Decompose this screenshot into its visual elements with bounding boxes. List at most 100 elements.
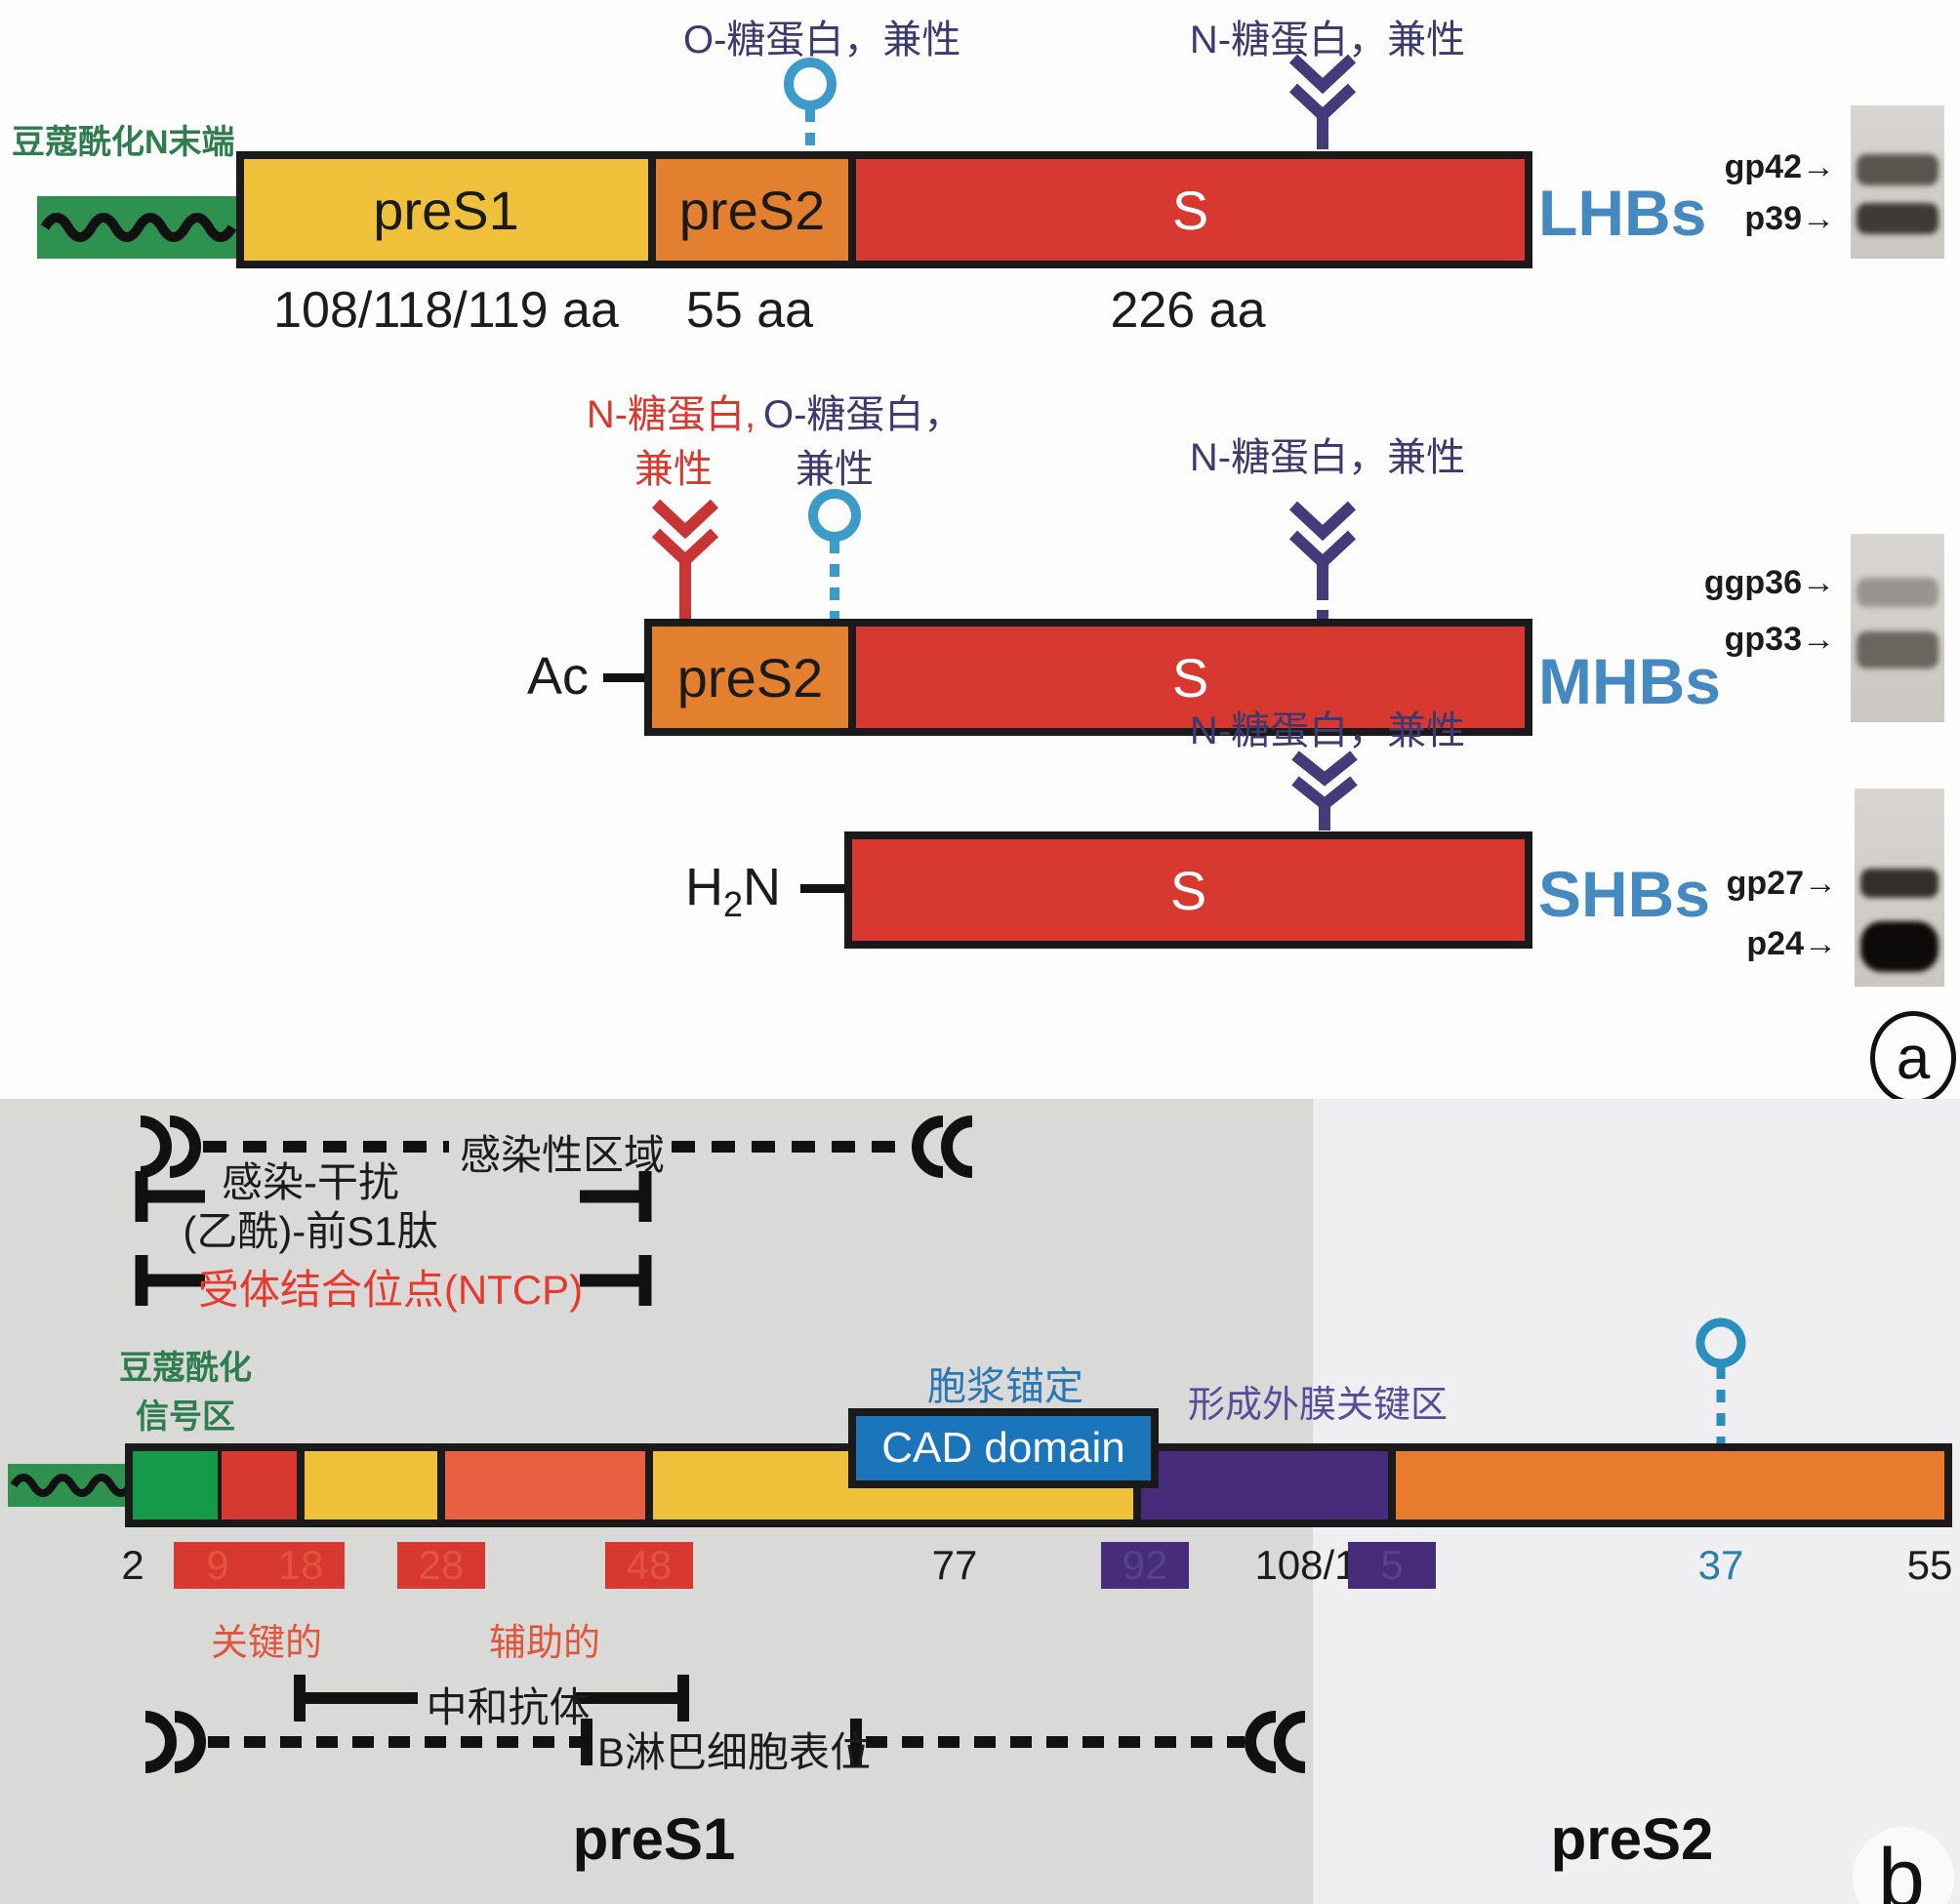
bcell-range-icon: [144, 1711, 1306, 1773]
tick-55: 55: [1906, 1542, 1953, 1588]
gel-band-gp27: [1859, 869, 1940, 898]
cad-domain-box: CAD domain: [848, 1408, 1159, 1488]
gel-band-ggp36: [1856, 578, 1940, 607]
tick-48: 48: [605, 1542, 693, 1589]
s-segment-label: S: [1171, 646, 1209, 709]
tick-28: 28: [397, 1542, 485, 1589]
h2n-nterm-label: H2N: [685, 858, 782, 924]
ac-connector-line: [603, 673, 650, 682]
shbs-s-segment: S: [852, 839, 1525, 941]
mhbs-s-segment: S: [856, 627, 1525, 728]
lhbs-s-segment: S: [856, 159, 1525, 261]
ggp36-label: ggp36→: [1703, 564, 1835, 601]
n-glycan-red-icon: [651, 499, 719, 628]
n-glyco-label-shbs: N-糖蛋白，兼性: [1189, 709, 1466, 752]
shbs-bar: S: [844, 831, 1532, 949]
gp27-label: gp27→: [1726, 865, 1837, 902]
receptor-binding-label: 受体结合位点(NTCP): [197, 1267, 584, 1313]
bcell-epitope-label: B淋巴细胞表位: [597, 1729, 872, 1775]
mhbs-name: MHBs: [1538, 645, 1722, 717]
p39-label: p39→: [1744, 200, 1835, 237]
pres1-domain-title: preS1: [572, 1806, 736, 1872]
o-glycan-icon: [784, 58, 837, 164]
interference-label-line1: 感染-干扰: [222, 1159, 399, 1205]
tick-2: 2: [121, 1542, 144, 1588]
n-glyco-red-label-mhbs: N-糖蛋白,: [586, 393, 756, 436]
gp33-label: gp33→: [1724, 621, 1835, 658]
n-glyco-label-lhbs: N-糖蛋白，兼性: [1189, 19, 1466, 61]
pres1-segment-18-28: [305, 1451, 437, 1519]
signal-segment: [133, 1451, 218, 1519]
gel-band-gp33: [1856, 631, 1940, 668]
gel-lane-shbs: [1855, 789, 1944, 987]
infectivity-range-icon: [140, 1115, 973, 1178]
gel-lane-lhbs: [1851, 105, 1944, 259]
gel-band-p24: [1859, 921, 1940, 972]
myristoyl-wave-icon: [37, 196, 247, 259]
o-glycan-icon-mhbs: [808, 489, 861, 628]
neutralizing-range-icon: [294, 1675, 689, 1722]
ac-nterm-label: Ac: [527, 647, 590, 706]
lhbs-pres1-segment: preS1: [244, 159, 648, 261]
n-glyco-label-mhbs: N-糖蛋白，兼性: [1189, 436, 1466, 479]
envelope-segment: [1141, 1451, 1388, 1519]
myristoyl-wave-icon-b: [8, 1464, 144, 1507]
myristoyl-signal-line2: 信号区: [136, 1398, 235, 1436]
n-glycan-icon-mhbs: [1288, 501, 1357, 628]
h2n-connector-line: [800, 884, 847, 893]
mhbs-pres2-segment: preS2: [652, 627, 848, 728]
shbs-name: SHBs: [1538, 858, 1711, 930]
pres1-aa-count: 108/118/119 aa: [273, 282, 619, 339]
auxiliary-segment: [445, 1451, 645, 1519]
gel-band-gp42: [1856, 154, 1940, 185]
tick-108-1: 108/1: [1254, 1542, 1358, 1588]
pres1-segment-label: preS1: [373, 179, 519, 241]
critical-segment: [222, 1451, 297, 1519]
myristoyl-signal-line1: 豆蔻酰化: [119, 1350, 252, 1387]
p24-label: p24→: [1746, 925, 1837, 962]
panel-b-tag-backdrop: [1853, 1827, 1954, 1904]
mhbs-bar: preS2 S: [644, 619, 1532, 736]
panel-b-tag: b: [1878, 1832, 1925, 1904]
gel-band-p39: [1856, 203, 1940, 234]
s-segment-label: S: [1171, 179, 1209, 241]
panel-a-letter: a: [1896, 1024, 1931, 1092]
receptor-range-icon: [135, 1255, 652, 1306]
tick-77: 77: [931, 1542, 978, 1588]
s-aa-count: 226 aa: [1110, 282, 1266, 339]
n-glyco-red-label2-mhbs: 兼性: [634, 448, 713, 491]
gp42-label: gp42→: [1724, 148, 1835, 185]
interference-label-line2: (乙酰)-前S1肽: [183, 1208, 438, 1254]
s-segment-label: S: [1169, 859, 1207, 921]
cad-domain-label: CAD domain: [881, 1424, 1125, 1472]
tick-92: 92: [1101, 1542, 1189, 1589]
pres2-segment-bar: [1396, 1451, 1944, 1519]
n-glycan-icon: [1288, 54, 1357, 164]
pres2-aa-count: 55 aa: [685, 282, 814, 339]
neutralizing-antibody-label: 中和抗体: [426, 1684, 591, 1730]
tick-5: 5: [1348, 1542, 1436, 1589]
n-glycan-icon-shbs: [1291, 750, 1358, 839]
lhbs-bar: preS1 preS2 S: [236, 151, 1532, 268]
auxiliary-label: 辅助的: [488, 1623, 600, 1664]
o-glyco-label-mhbs: O-糖蛋白，: [763, 393, 963, 436]
o-glyco-label2-mhbs: 兼性: [796, 448, 874, 491]
tick-18: 18: [257, 1542, 345, 1589]
envelope-critical-label: 形成外膜关键区: [1187, 1385, 1448, 1426]
myristoyl-nterm-label: 豆蔻酰化N末端: [12, 124, 235, 161]
gel-lane-mhbs: [1851, 534, 1944, 722]
pres2-domain-title: preS2: [1550, 1806, 1714, 1872]
critical-label: 关键的: [210, 1623, 322, 1664]
o-glycan-icon-pres2: [1695, 1317, 1746, 1444]
tick-37: 37: [1697, 1542, 1744, 1588]
lhbs-pres2-segment: preS2: [656, 159, 848, 261]
infectivity-region-label: 感染性区域: [459, 1132, 665, 1178]
o-glyco-label-lhbs: O-糖蛋白，兼性: [683, 19, 961, 61]
pres2-segment-label: preS2: [678, 179, 826, 241]
pres2-segment-label: preS2: [676, 646, 824, 709]
interference-range-icon: [135, 1171, 652, 1222]
panel-a-tag: a: [1870, 1011, 1956, 1105]
tick-9: 9: [174, 1542, 262, 1589]
cytosolic-anchor-label: 胞浆锚定: [927, 1365, 1083, 1408]
